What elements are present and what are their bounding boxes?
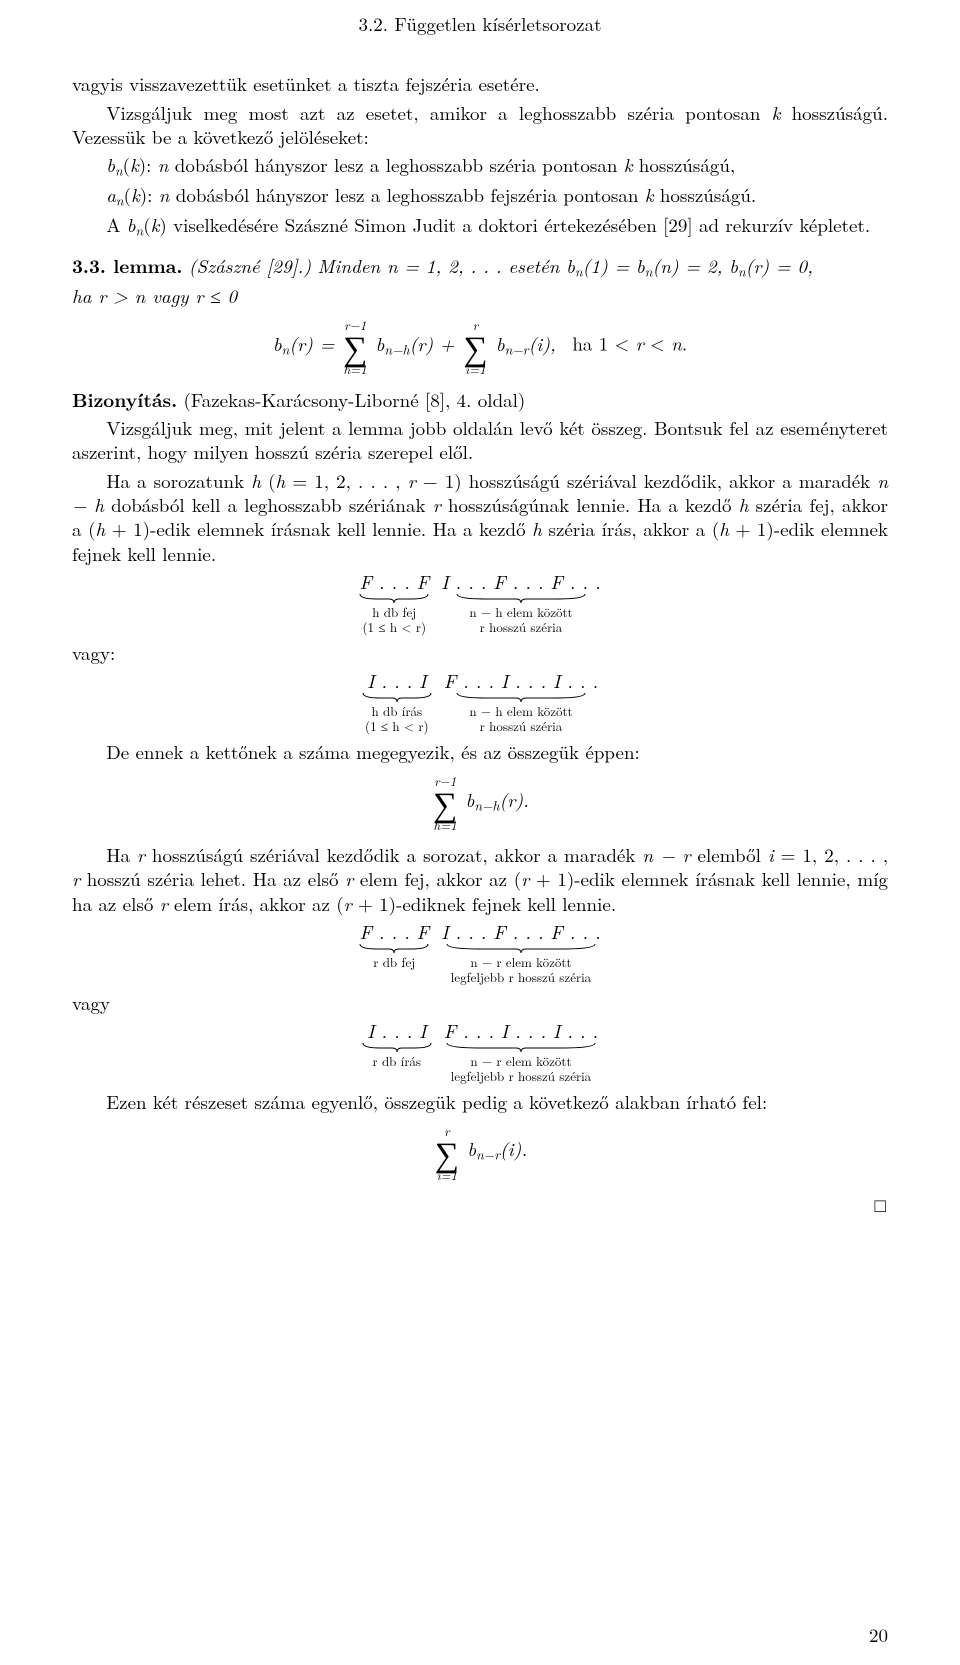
- proof-p1: Vizsgáljuk meg, mit jelent a lemma jobb …: [72, 416, 888, 465]
- lemma-source: (Szászné [29].): [189, 252, 311, 279]
- lemma-cond: ha r > n vagy r ≤ 0: [72, 284, 888, 308]
- section-number: 3.2.: [359, 10, 389, 37]
- page-number: 20: [869, 1623, 888, 1647]
- vagy-2: vagy: [72, 991, 888, 1015]
- lemma-tag: 3.3. lemma.: [72, 251, 182, 279]
- sigma-4: r ∑ i=1: [435, 1124, 459, 1181]
- section-title-text: Független kísérletsorozat: [394, 10, 601, 37]
- proof-p2: Ha a sorozatunk h (h = 1, 2, . . . , r −…: [72, 469, 888, 566]
- sigma-1: r−1 ∑ h=1: [343, 318, 367, 375]
- proof-label: Bizonyítás.: [72, 385, 177, 413]
- paragraph-intro-2: Vizsgáljuk meg most azt az esetet, amiko…: [72, 101, 888, 150]
- equation-3: r ∑ i=1 bn−r(i).: [72, 1124, 888, 1181]
- paragraph-intro-1: vagyis visszavezettük esetünket a tiszta…: [72, 72, 888, 96]
- definition-b: bn(k): n dobásból hányszor lesz a leghos…: [72, 153, 888, 179]
- brace-block-1: F . . . F h db fej (1 ≤ h < r) I . . . F…: [72, 572, 888, 635]
- running-header: 3.2. Független kísérletsorozat: [72, 12, 888, 36]
- sigma-2: r ∑ i=1: [463, 318, 487, 375]
- sigma-3: r−1 ∑ h=1: [433, 774, 457, 831]
- paragraph-ref: A bn(k) viselkedésére Szászné Simon Judi…: [72, 213, 888, 239]
- proof-p3: De ennek a kettőnek a száma megegyezik, …: [72, 740, 888, 764]
- proof-p4: Ha r hosszúságú szériával kezdődik a sor…: [72, 843, 888, 916]
- vagy-1: vagy:: [72, 641, 888, 665]
- equation-1: bn(r) = r−1 ∑ h=1 bn−h(r) + r ∑ i=1 bn−r…: [72, 318, 888, 375]
- page: 3.2. Független kísérletsorozat vagyis vi…: [0, 0, 960, 1665]
- proof-ref: (Fazekas-Karácsony-Liborné [8], 4. oldal…: [184, 386, 526, 413]
- brace-block-4: I . . . I r db írás F . . . I . . . I . …: [72, 1021, 888, 1084]
- lemma-3-3: 3.3. lemma. (Szászné [29].) Minden n = 1…: [72, 253, 888, 280]
- definition-a: an(k): n dobásból hányszor lesz a leghos…: [72, 183, 888, 209]
- brace-block-3: F . . . F r db fej I . . . F . . . F . .…: [72, 922, 888, 985]
- qed-box: □: [72, 1193, 886, 1217]
- brace-block-2: I . . . I h db írás (1 ≤ h < r) F . . . …: [72, 671, 888, 734]
- proof-p5: Ezen két részeset száma egyenlő, összegü…: [72, 1090, 888, 1114]
- equation-2: r−1 ∑ h=1 bn−h(r).: [72, 774, 888, 831]
- proof-header: Bizonyítás. (Fazekas-Karácsony-Liborné […: [72, 387, 888, 412]
